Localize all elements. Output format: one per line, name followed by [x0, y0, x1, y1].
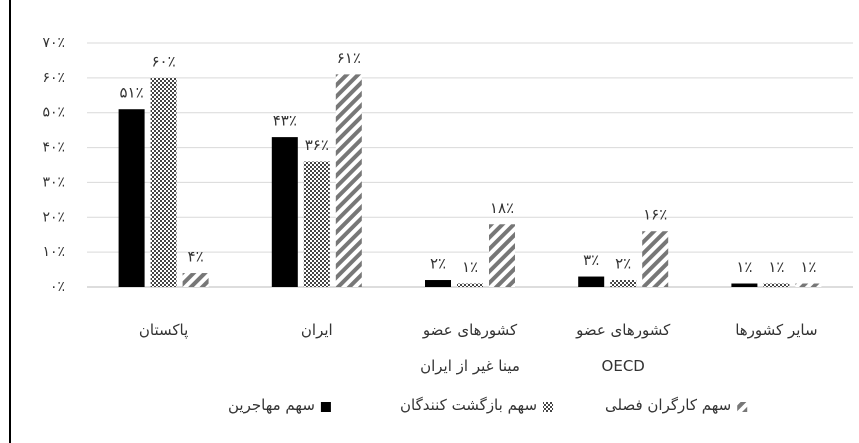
- data-label: ۱٪: [800, 258, 816, 276]
- y-tick-label: ۳۰٪: [42, 174, 65, 190]
- y-tick-label: ۴۰٪: [42, 140, 65, 156]
- data-label: ۳٪: [583, 251, 599, 269]
- x-tick-label: پاکستان: [138, 321, 189, 339]
- data-label: ۲٪: [615, 255, 631, 273]
- data-label: ۱٪: [736, 258, 752, 276]
- data-label: ۱٪: [768, 258, 784, 276]
- bar: [335, 74, 362, 287]
- y-tick-label: ۲۰٪: [42, 209, 65, 225]
- bar: [578, 276, 605, 287]
- y-tick-label: ۰٪: [50, 279, 65, 295]
- data-label: ۲٪: [430, 255, 446, 273]
- bar: [457, 283, 483, 287]
- data-label: ۶۰٪: [152, 52, 176, 70]
- data-label: ۳۶٪: [305, 136, 329, 154]
- data-label: ۶۱٪: [337, 49, 361, 67]
- legend-label: سهم بازگشت کنندگان: [400, 396, 538, 414]
- bar: [489, 224, 515, 287]
- bar: [118, 109, 145, 287]
- bar: [642, 231, 669, 287]
- bar: [763, 283, 790, 287]
- bar: [610, 280, 637, 287]
- data-label: ۴۳٪: [273, 112, 297, 130]
- x-tick-label: سایر کشورها: [735, 321, 818, 339]
- bar: [731, 283, 758, 287]
- bar: [795, 283, 822, 287]
- data-label: ۱۸٪: [490, 199, 514, 217]
- data-label: ۱٪: [462, 258, 478, 276]
- x-tick-label: کشورهای عضو OECD: [576, 321, 671, 375]
- bar: [150, 77, 177, 287]
- legend-swatch: [543, 402, 554, 412]
- x-tick-label: ایران: [300, 321, 333, 339]
- bar: [182, 273, 209, 287]
- y-tick-label: ۵۰٪: [42, 105, 65, 121]
- data-label: ۱۶٪: [643, 206, 667, 224]
- y-tick-label: ۷۰٪: [42, 35, 65, 51]
- y-tick-label: ۶۰٪: [42, 70, 65, 86]
- legend-label: سهم کارگران فصلی: [605, 396, 732, 414]
- legend-swatch: [737, 402, 748, 412]
- y-tick-label: ۱۰٪: [42, 244, 65, 260]
- legend-swatch: [320, 402, 331, 412]
- data-label: ۴٪: [188, 248, 204, 266]
- legend-label: سهم مهاجرین: [228, 396, 315, 414]
- bar: [425, 280, 451, 287]
- bar: [271, 137, 298, 287]
- x-tick-label: کشورهای عضو مینا غیر از ایران: [420, 321, 520, 375]
- data-label: ۵۱٪: [120, 84, 144, 102]
- bar: [303, 161, 330, 287]
